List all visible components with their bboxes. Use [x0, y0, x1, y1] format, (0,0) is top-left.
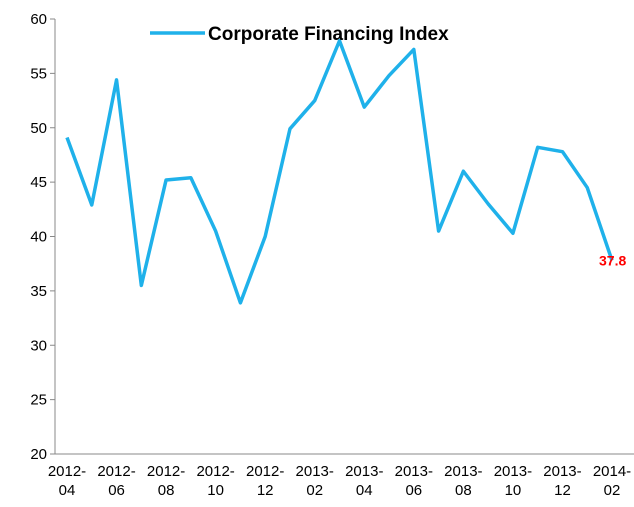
x-tick-label: 2014-02	[593, 463, 631, 499]
y-tick-label: 40	[30, 229, 47, 246]
legend-label: Corporate Financing Index	[208, 24, 449, 45]
x-tick-label: 2013-04	[345, 463, 383, 499]
x-tick-label: 2012-04	[48, 463, 86, 499]
value-label: 37.8	[599, 252, 626, 268]
line	[65, 39, 614, 305]
x-tick-label: 2012-08	[147, 463, 185, 499]
x-tick-label: 2012-06	[97, 463, 135, 499]
x-tick-label: 2013-10	[494, 463, 532, 499]
x-tick-label: 2013-02	[296, 463, 334, 499]
y-tick-label: 20	[30, 446, 47, 463]
y-tick-label: 55	[30, 65, 47, 82]
x-tick-label: 2013-12	[543, 463, 581, 499]
y-tick-label: 50	[30, 120, 47, 137]
y-tick-label: 30	[30, 337, 47, 354]
x-tick-label: 2013-06	[395, 463, 433, 499]
x-tick-label: 2012-12	[246, 463, 284, 499]
y-tick-label: 25	[30, 392, 47, 409]
y-tick-label: 45	[30, 174, 47, 191]
x-tick-label: 2012-10	[196, 463, 234, 499]
x-tick-label: 2013-08	[444, 463, 482, 499]
y-tick-label: 60	[30, 11, 47, 28]
y-tick-label: 35	[30, 283, 47, 300]
